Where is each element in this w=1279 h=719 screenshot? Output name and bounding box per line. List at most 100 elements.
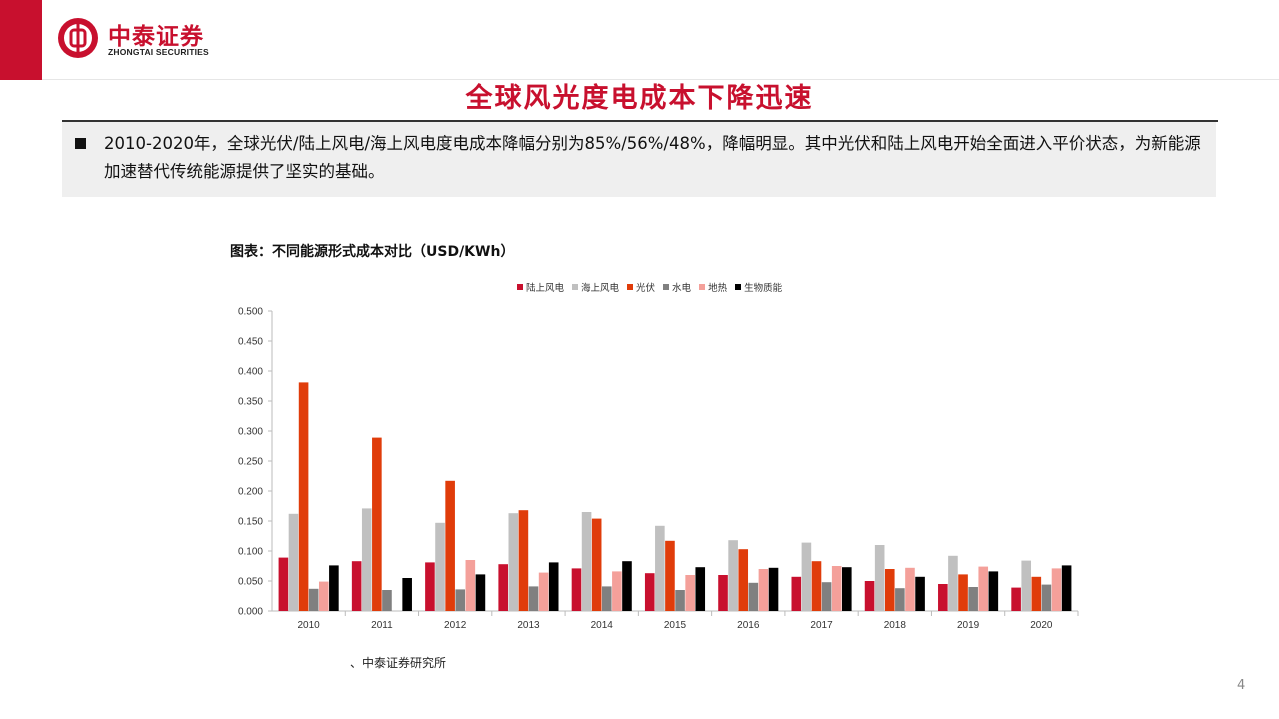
bullet-box <box>62 122 1216 197</box>
legend-swatch <box>572 284 579 290</box>
legend-item: 生物质能 <box>735 280 782 294</box>
bar <box>329 565 339 611</box>
bar <box>622 561 632 611</box>
brand-name-cn: 中泰证券 <box>108 24 204 50</box>
bar <box>612 571 622 611</box>
bar <box>905 567 915 611</box>
bar <box>508 513 519 611</box>
bar <box>831 566 842 611</box>
x-tick-label: 2014 <box>591 620 614 631</box>
title-rule <box>62 120 1218 122</box>
y-tick-label: 0.500 <box>238 307 263 318</box>
page-number: 4 <box>1237 678 1246 693</box>
bar <box>308 588 319 611</box>
bar <box>528 586 539 611</box>
legend-swatch <box>735 284 742 290</box>
bar <box>978 566 989 611</box>
bar <box>748 582 759 611</box>
bar <box>958 574 968 611</box>
x-tick-label: 2013 <box>517 620 540 631</box>
bar <box>475 574 486 611</box>
legend-label: 海上风电 <box>581 283 620 294</box>
x-tick-label: 2018 <box>884 620 907 631</box>
bar <box>728 540 738 611</box>
legend-swatch <box>663 284 670 290</box>
bar <box>685 575 695 611</box>
bar <box>948 555 958 611</box>
y-tick-label: 0.250 <box>238 457 263 468</box>
bar <box>1041 584 1052 611</box>
bar <box>538 572 549 611</box>
bar <box>382 590 392 611</box>
bar <box>571 568 582 611</box>
bar <box>718 575 728 611</box>
bar <box>895 588 905 611</box>
x-tick-label: 2016 <box>737 620 760 631</box>
bar <box>1031 576 1042 611</box>
bar <box>841 567 852 611</box>
bullet-text: 2010-2020年，全球光伏/陆上风电/海上风电度电成本降幅分别为85%/56… <box>104 134 1201 181</box>
y-tick-label: 0.300 <box>238 427 263 438</box>
bar <box>864 581 875 611</box>
legend-swatch <box>517 284 523 290</box>
x-tick-label: 2020 <box>1030 620 1053 631</box>
bar <box>768 567 779 611</box>
bar <box>361 508 372 611</box>
legend-item: 地热 <box>699 280 727 294</box>
x-tick-label: 2019 <box>957 620 980 631</box>
bar <box>518 510 529 611</box>
bar <box>548 562 559 611</box>
bar <box>278 557 289 611</box>
bar <box>402 578 412 611</box>
bar <box>318 581 329 611</box>
bar <box>1021 560 1032 611</box>
bar <box>425 562 435 611</box>
legend-item: 陆上风电 <box>517 280 564 294</box>
zhongtai-logo-icon <box>58 18 98 58</box>
chart-title: 图表：不同能源形式成本对比（USD/KWh） <box>230 244 515 260</box>
bar <box>665 540 675 611</box>
y-tick-label: 0.200 <box>238 487 263 498</box>
bar <box>581 512 592 611</box>
x-tick-label: 2017 <box>810 620 833 631</box>
y-tick-label: 0.050 <box>238 577 263 588</box>
y-tick-label: 0.000 <box>238 607 263 618</box>
bar <box>821 582 832 611</box>
bar <box>288 513 299 611</box>
chart-legend: 陆上风电 海上风电 光伏 水电 地热 生物质能 <box>517 280 782 294</box>
slide-title: 全球风光度电成本下降迅速 <box>465 83 814 114</box>
bar <box>644 573 655 611</box>
bar <box>445 480 455 611</box>
bar <box>435 522 445 611</box>
bar <box>1011 587 1021 611</box>
bar <box>801 542 812 611</box>
y-tick-label: 0.450 <box>238 337 263 348</box>
bar <box>884 569 895 611</box>
bar <box>915 576 925 611</box>
bar <box>298 382 309 611</box>
bar <box>351 561 362 611</box>
x-tick-label: 2011 <box>371 620 393 631</box>
header-divider <box>42 79 1279 80</box>
bar <box>465 560 476 611</box>
bar <box>601 586 612 611</box>
bar <box>811 561 822 611</box>
x-tick-label: 2015 <box>664 620 687 631</box>
y-tick-label: 0.150 <box>238 517 263 528</box>
bar <box>1061 565 1072 611</box>
legend-label: 水电 <box>672 283 692 294</box>
legend-item: 海上风电 <box>572 280 619 294</box>
bar <box>372 437 382 611</box>
bullet-square-icon <box>75 138 86 149</box>
bar <box>455 589 466 611</box>
header-red-block <box>0 0 42 80</box>
bar <box>498 564 509 611</box>
bar <box>874 545 885 611</box>
x-tick-label: 2012 <box>444 620 467 631</box>
bar <box>695 567 706 611</box>
legend-label: 陆上风电 <box>526 283 565 294</box>
legend-label: 地热 <box>708 283 728 294</box>
legend-swatch <box>699 284 706 290</box>
bar <box>791 576 802 611</box>
